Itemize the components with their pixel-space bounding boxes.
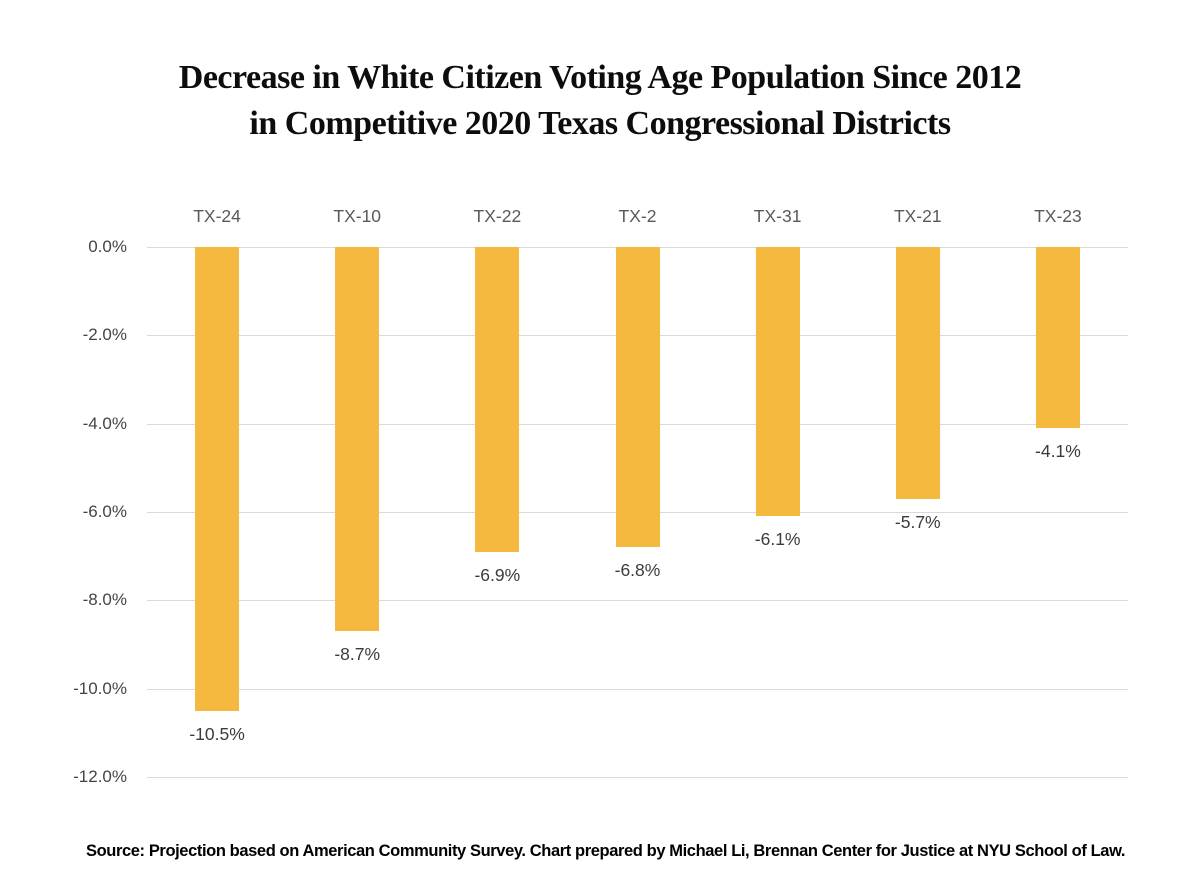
y-axis-tick-label: -2.0% — [82, 325, 127, 345]
category-label: TX-23 — [1034, 206, 1082, 226]
bar — [475, 247, 520, 552]
bar — [335, 247, 380, 632]
source-note: Source: Projection based on American Com… — [86, 842, 1126, 860]
gridline — [147, 688, 1128, 690]
bar — [1035, 247, 1080, 429]
bar — [755, 247, 800, 517]
y-axis-tick-label: -12.0% — [73, 767, 127, 786]
bar — [615, 247, 660, 548]
bar — [195, 247, 240, 711]
y-axis-tick-label: -6.0% — [82, 502, 127, 521]
gridline — [147, 600, 1128, 602]
chart-title-line-1: Decrease in White Citizen Voting Age Pop… — [178, 59, 1022, 96]
category-label: TX-21 — [893, 206, 942, 226]
bar — [895, 247, 940, 499]
chart-title-line-2: in Competitive 2020 Texas Congressional … — [249, 105, 951, 142]
bar-value-label: -6.1% — [754, 529, 801, 550]
bar-value-label: -10.5% — [189, 723, 245, 744]
bar-value-label: -6.8% — [614, 560, 661, 581]
category-label: TX-10 — [333, 206, 382, 226]
plot-area — [147, 247, 1128, 778]
y-axis-tick-label: 0.0% — [88, 237, 127, 256]
y-axis-tick-label: -8.0% — [82, 590, 127, 610]
category-label: TX-22 — [473, 206, 522, 226]
bar-value-label: -4.1% — [1035, 441, 1081, 462]
bar-value-label: -8.7% — [334, 644, 381, 665]
category-label: TX-31 — [753, 206, 802, 226]
category-label: TX-2 — [618, 206, 657, 226]
gridline — [147, 777, 1128, 778]
y-axis-tick-label: -10.0% — [73, 678, 127, 698]
y-axis-tick-label: -4.0% — [82, 413, 127, 433]
chart-title: Decrease in White Citizen Voting Age Pop… — [0, 55, 1200, 147]
category-label: TX-24 — [193, 206, 241, 226]
bar-value-label: -5.7% — [894, 511, 941, 532]
bar-value-label: -6.9% — [474, 564, 521, 585]
